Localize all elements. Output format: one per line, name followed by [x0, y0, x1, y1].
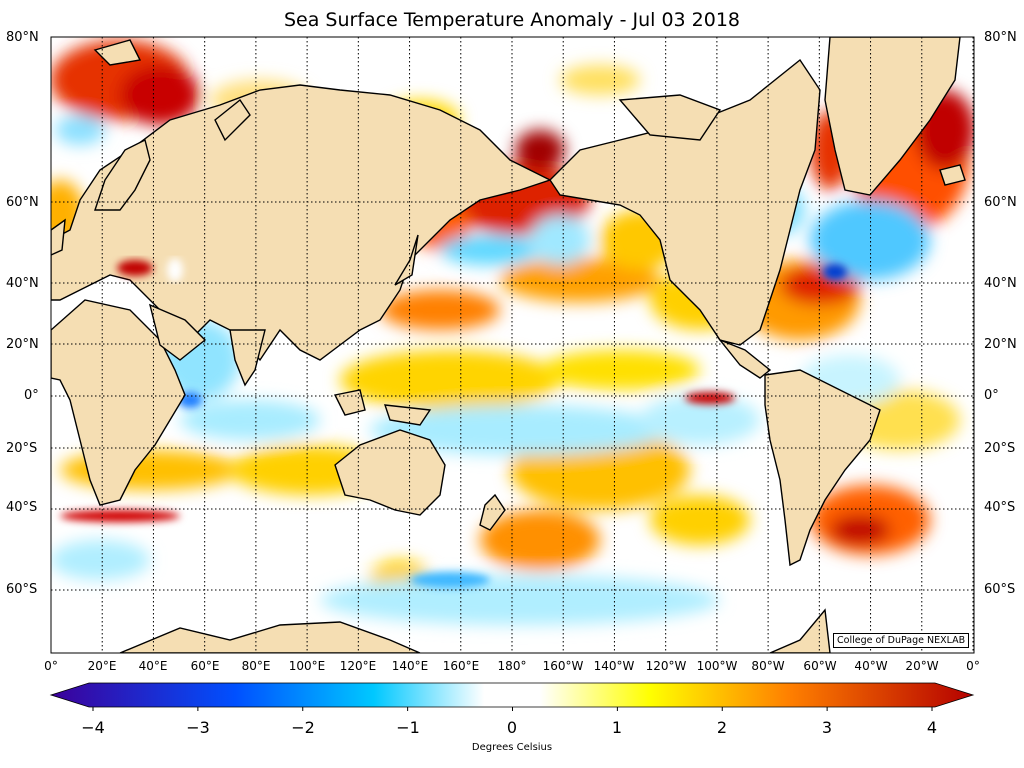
map-title: Sea Surface Temperature Anomaly - Jul 03…: [283, 9, 741, 31]
lon-label-20e: 20°E: [87, 659, 117, 673]
lat-label-60s-right: 60°S: [984, 582, 1016, 597]
lon-label-160w: 160°W: [542, 659, 584, 673]
lon-label-60e: 60°E: [190, 659, 220, 673]
south-america-land: [764, 369, 881, 567]
colorbar-label: Degrees Celsius: [471, 742, 553, 753]
arabia-land: [148, 303, 207, 361]
lon-label-40w: 40°W: [854, 659, 888, 673]
lat-label-40s-right: 40°S: [984, 500, 1016, 515]
lon-label-80e: 80°E: [241, 659, 271, 673]
lat-label-60s-left: 60°S: [6, 582, 38, 597]
greenland-land: [824, 37, 961, 196]
lon-label-20w: 20°W: [905, 659, 939, 673]
svalbard-land: [93, 39, 142, 66]
uk-land: [51, 218, 66, 256]
lat-label-80n-left: 80°N: [6, 30, 39, 45]
new-zealand-land: [479, 493, 506, 531]
novaya-zemlya-land: [214, 98, 251, 142]
lon-label-60w: 60°W: [803, 659, 837, 673]
lon-label-0-right: 0°: [966, 659, 980, 673]
japan-land: [394, 234, 419, 286]
colorbar-tick-neg2: −2: [291, 718, 315, 737]
colorbar-tick-4: 4: [926, 718, 938, 737]
lat-label-80n-right: 80°N: [984, 30, 1017, 45]
colorbar-tick-2: 2: [716, 718, 728, 737]
antarctic-peninsula-land: [769, 608, 831, 653]
colorbar-tick-3: 3: [821, 718, 833, 737]
lat-label-20s-right: 20°S: [984, 441, 1016, 456]
graticule: [51, 37, 974, 653]
lon-label-100e: 100°E: [288, 659, 326, 673]
lat-label-40n-left: 40°N: [6, 276, 39, 291]
antarctica-land: [119, 621, 421, 653]
lat-label-40n-right: 40°N: [984, 276, 1017, 291]
colorbar-tick-0: 0: [506, 718, 518, 737]
lat-label-20n-left: 20°N: [6, 337, 39, 352]
lat-label-60n-right: 60°N: [984, 195, 1017, 210]
colorbar-tick-neg1: −1: [396, 718, 420, 737]
lon-label-120w: 120°W: [645, 659, 687, 673]
land-layer: [51, 37, 966, 653]
colorbar: [49, 682, 975, 708]
lon-label-120e: 120°E: [339, 659, 377, 673]
credit-label: College of DuPage NEXLAB: [833, 633, 970, 648]
arctic-canada-islands: [618, 94, 722, 141]
map-frame: [50, 36, 975, 654]
lon-label-140e: 140°E: [391, 659, 429, 673]
lon-label-160e: 160°E: [442, 659, 480, 673]
new-guinea-land: [383, 404, 432, 426]
lon-label-80w: 80°W: [751, 659, 785, 673]
colorbar-tick-neg3: −3: [186, 718, 210, 737]
africa-land: [51, 299, 186, 506]
central-america-land: [717, 338, 772, 379]
colorbar-tick-1: 1: [611, 718, 623, 737]
lat-label-60n-left: 60°N: [6, 195, 39, 210]
scandinavia-land: [94, 138, 151, 211]
colorbar-tick-neg4: −4: [81, 718, 105, 737]
lon-label-140w: 140°W: [593, 659, 635, 673]
lon-label-40e: 40°E: [138, 659, 168, 673]
lat-label-0-left: 0°: [24, 388, 39, 403]
lon-label-100w: 100°W: [696, 659, 738, 673]
lat-label-20s-left: 20°S: [6, 441, 38, 456]
iceland-land: [939, 164, 966, 186]
lon-label-180: 180°: [497, 659, 527, 673]
anomaly-field: [51, 40, 974, 625]
lat-label-0-right: 0°: [984, 388, 999, 403]
lat-label-40s-left: 40°S: [6, 500, 38, 515]
lon-label-0-left: 0°: [44, 659, 58, 673]
borneo-land: [333, 389, 366, 416]
lat-label-20n-right: 20°N: [984, 337, 1017, 352]
australia-land: [334, 429, 446, 516]
